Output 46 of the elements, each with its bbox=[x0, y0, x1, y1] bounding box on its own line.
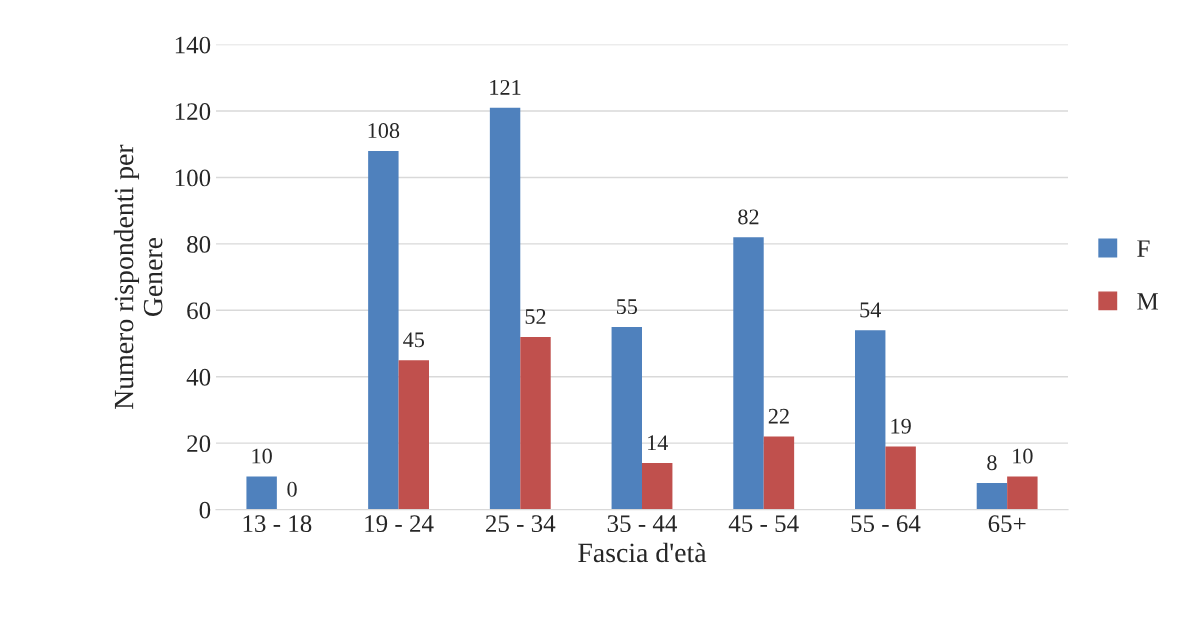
data-label: 14 bbox=[648, 435, 668, 451]
y-tick-label: 20 bbox=[187, 435, 211, 453]
y-axis-title: Numero rispondenti per Genere bbox=[113, 144, 163, 409]
x-tick-label: 55 - 64 bbox=[851, 515, 921, 533]
bar bbox=[733, 237, 764, 510]
bar bbox=[398, 360, 429, 510]
legend-label: F bbox=[1137, 240, 1150, 257]
x-tick-label: 13 - 18 bbox=[243, 515, 312, 533]
data-label: 10 bbox=[252, 448, 272, 464]
x-tick-label: 45 - 54 bbox=[728, 515, 799, 533]
x-tick-label: 65+ bbox=[988, 515, 1026, 533]
data-label: 22 bbox=[768, 408, 789, 424]
bar bbox=[976, 483, 1008, 510]
y-tick-label: 40 bbox=[186, 368, 211, 386]
x-tick-label: 35 - 44 bbox=[607, 515, 678, 533]
bar bbox=[489, 107, 521, 510]
data-label: 52 bbox=[525, 309, 546, 325]
y-tick-label: 120 bbox=[175, 103, 211, 120]
bar bbox=[885, 446, 916, 510]
x-tick-label: 19 - 24 bbox=[365, 515, 434, 533]
data-label: 121 bbox=[490, 79, 521, 95]
x-tick-label: 25 - 34 bbox=[485, 515, 556, 533]
bar bbox=[763, 436, 795, 510]
bar bbox=[642, 463, 673, 510]
data-label: 45 bbox=[403, 332, 425, 348]
bar bbox=[246, 476, 277, 510]
y-tick-label: 0 bbox=[199, 501, 211, 519]
data-label: 19 bbox=[891, 418, 911, 434]
y-tick-label: 140 bbox=[175, 36, 211, 54]
data-label: 54 bbox=[860, 302, 881, 318]
y-tick-label: 100 bbox=[175, 169, 211, 187]
x-axis-title: Fascia d'età bbox=[578, 542, 707, 563]
data-label: 8 bbox=[987, 455, 997, 471]
bar bbox=[855, 330, 886, 510]
data-label: 0 bbox=[287, 481, 297, 497]
bar bbox=[368, 150, 399, 510]
y-tick-label: 60 bbox=[187, 302, 211, 320]
data-label: 10 bbox=[1013, 448, 1033, 464]
bar bbox=[611, 326, 642, 510]
bar bbox=[1007, 476, 1038, 510]
legend-label: M bbox=[1137, 293, 1159, 310]
data-label: 55 bbox=[616, 299, 638, 315]
data-label: 108 bbox=[368, 123, 400, 139]
bar bbox=[520, 336, 551, 510]
y-tick-label: 80 bbox=[187, 235, 211, 253]
data-label: 82 bbox=[738, 209, 759, 225]
